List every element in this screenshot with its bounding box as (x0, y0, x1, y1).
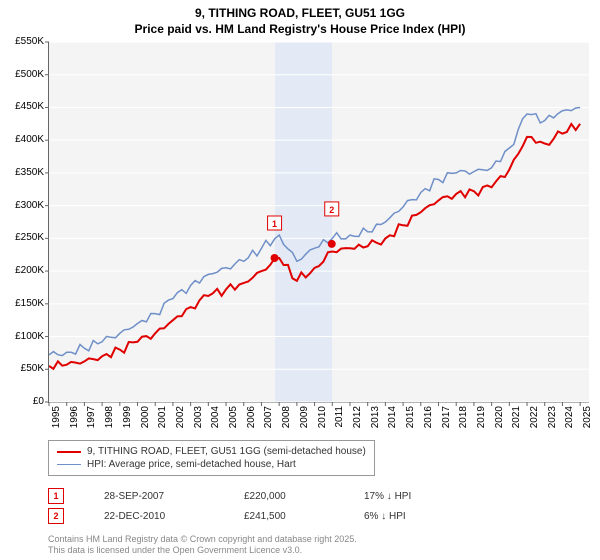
y-tick-label: £500K (4, 69, 44, 80)
y-tick-label: £200K (4, 265, 44, 276)
x-tick-label: 2007 (263, 406, 274, 436)
sale-marker-points: 12 (49, 42, 589, 402)
x-tick-label: 1995 (51, 406, 62, 436)
y-tick-label: £400K (4, 134, 44, 145)
x-tick-label: 2014 (387, 406, 398, 436)
y-tick-label: £250K (4, 232, 44, 243)
chart-plot-area: 12 (48, 42, 589, 403)
x-tick-label: 2009 (299, 406, 310, 436)
x-tick-label: 2006 (246, 406, 257, 436)
marker-delta: 17% ↓ HPI (364, 491, 411, 502)
y-tick-label: £300K (4, 200, 44, 211)
x-tick-label: 2021 (511, 406, 522, 436)
y-tick-label: £450K (4, 101, 44, 112)
legend-swatch (57, 451, 81, 453)
sale-markers-table: 1 28-SEP-2007 £220,000 17% ↓ HPI 2 22-DE… (48, 486, 588, 526)
legend-row: 9, TITHING ROAD, FLEET, GU51 1GG (semi-d… (57, 445, 366, 458)
x-tick-label: 2008 (281, 406, 292, 436)
x-tick-label: 2013 (370, 406, 381, 436)
legend-swatch (57, 464, 81, 465)
x-tick-label: 2011 (334, 406, 345, 436)
legend-row: HPI: Average price, semi-detached house,… (57, 458, 366, 471)
legend-label: HPI: Average price, semi-detached house,… (87, 459, 296, 470)
x-tick-label: 2000 (140, 406, 151, 436)
x-tick-label: 2016 (423, 406, 434, 436)
y-tick-label: £350K (4, 167, 44, 178)
x-tick-label: 2010 (317, 406, 328, 436)
x-tick-label: 2015 (405, 406, 416, 436)
x-tick-label: 2001 (157, 406, 168, 436)
x-tick-label: 2022 (529, 406, 540, 436)
y-tick-label: £100K (4, 331, 44, 342)
x-tick-label: 2005 (228, 406, 239, 436)
footer-line: Contains HM Land Registry data © Crown c… (48, 534, 357, 545)
footer-line: This data is licensed under the Open Gov… (48, 545, 357, 556)
sale-marker-row: 2 22-DEC-2010 £241,500 6% ↓ HPI (48, 506, 588, 526)
x-tick-label: 2017 (441, 406, 452, 436)
x-tick-label: 2004 (210, 406, 221, 436)
marker-badge: 2 (48, 508, 64, 524)
x-tick-label: 2025 (582, 406, 593, 436)
x-tick-label: 1996 (69, 406, 80, 436)
chart-subtitle: Price paid vs. HM Land Registry's House … (0, 22, 600, 38)
x-tick-label: 2018 (458, 406, 469, 436)
svg-text:1: 1 (272, 219, 277, 229)
x-tick-label: 2002 (175, 406, 186, 436)
y-tick-label: £0 (4, 396, 44, 407)
marker-price: £220,000 (244, 491, 324, 502)
legend-label: 9, TITHING ROAD, FLEET, GU51 1GG (semi-d… (87, 446, 366, 457)
sale-marker-row: 1 28-SEP-2007 £220,000 17% ↓ HPI (48, 486, 588, 506)
x-tick-label: 2020 (494, 406, 505, 436)
svg-text:2: 2 (329, 205, 334, 215)
y-tick-label: £150K (4, 298, 44, 309)
x-tick-label: 2003 (193, 406, 204, 436)
x-tick-label: 1997 (86, 406, 97, 436)
chart-legend: 9, TITHING ROAD, FLEET, GU51 1GG (semi-d… (48, 440, 375, 476)
marker-badge: 1 (48, 488, 64, 504)
copyright-footer: Contains HM Land Registry data © Crown c… (48, 534, 357, 556)
marker-date: 22-DEC-2010 (104, 511, 204, 522)
chart-title: 9, TITHING ROAD, FLEET, GU51 1GG (0, 0, 600, 22)
x-tick-label: 2023 (547, 406, 558, 436)
x-tick-label: 2024 (564, 406, 575, 436)
x-tick-label: 1999 (122, 406, 133, 436)
y-tick-label: £50K (4, 363, 44, 374)
marker-date: 28-SEP-2007 (104, 491, 204, 502)
y-tick-label: £550K (4, 36, 44, 47)
x-tick-label: 1998 (104, 406, 115, 436)
x-tick-label: 2012 (352, 406, 363, 436)
marker-price: £241,500 (244, 511, 324, 522)
x-tick-label: 2019 (476, 406, 487, 436)
marker-delta: 6% ↓ HPI (364, 511, 406, 522)
